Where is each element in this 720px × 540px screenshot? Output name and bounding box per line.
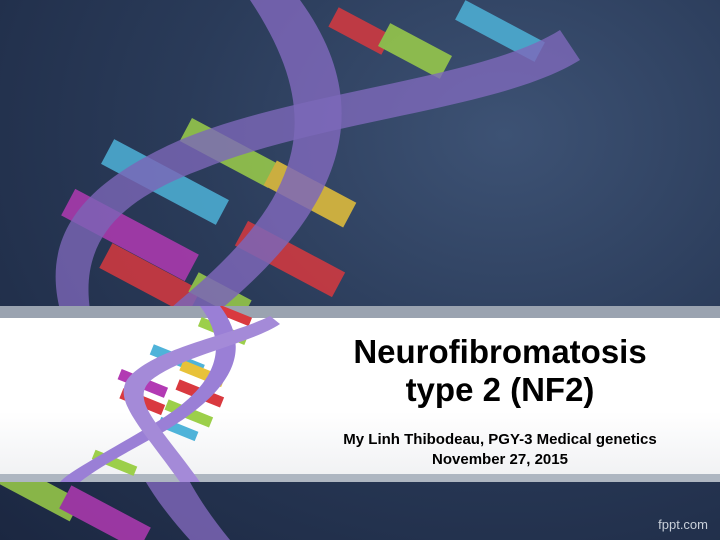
date-line: November 27, 2015 [432,451,568,468]
title-line-1: Neurofibromatosis [353,333,647,370]
author-line: My Linh Thibodeau, PGY-3 Medical genetic… [343,431,657,448]
dna-helix-icon [60,306,280,482]
watermark: fppt.com [658,517,708,532]
slide-title: Neurofibromatosis type 2 (NF2) [300,333,700,409]
title-band-bottom-edge [0,474,720,482]
slide-subtitle: My Linh Thibodeau, PGY-3 Medical genetic… [290,430,710,470]
title-line-2: type 2 (NF2) [405,371,595,408]
